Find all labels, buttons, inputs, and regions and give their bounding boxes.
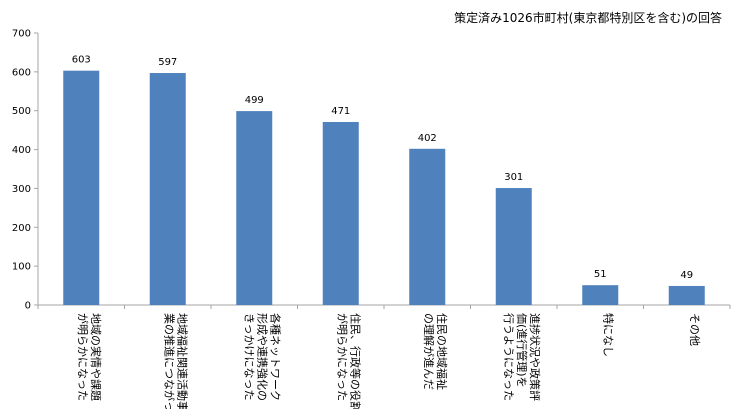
category-label: が明らかになった [335,313,349,401]
bar [149,73,186,305]
category-label: きっかけになった [242,313,255,401]
category-label: 特になし [601,313,615,357]
y-tick-label: 300 [12,184,31,195]
category-label: の理解が進んだ [422,313,436,390]
y-tick-label: 400 [12,145,31,156]
bar [322,121,359,306]
category-label: 進捗状況や政策評 [528,313,542,401]
data-label: 499 [245,95,264,106]
category-label: 各種ネットワーク [268,313,282,401]
y-tick-label: 200 [12,223,31,234]
bar [236,111,273,305]
category-label: が明らかになった [76,313,90,401]
data-label: 597 [158,57,177,68]
y-tick-label: 100 [12,262,31,273]
bar [668,285,705,305]
chart-title: 策定済み1026市町村(東京都特別区を含む)の回答 [454,10,722,25]
category-label: 行うようになった [502,313,515,401]
category-label: 業の推進につながった [162,313,176,409]
category-label: 価(進行管理)を [515,313,529,388]
category-label: その他 [688,313,701,346]
y-tick-label: 500 [12,106,31,117]
data-label: 402 [418,133,437,144]
y-tick-label: 0 [25,301,31,312]
data-label: 49 [680,270,693,281]
bar [409,148,446,305]
bar [582,285,619,305]
category-label: 住民、行政等の役割 [348,313,362,409]
bar [63,70,100,305]
data-label: 471 [331,106,350,117]
y-tick-label: 600 [12,67,31,78]
y-tick-label: 700 [12,29,31,40]
category-label: 地域福祉関連活動事 [175,313,189,409]
data-label: 301 [504,172,523,183]
data-label: 51 [594,269,607,280]
category-label: 地域の実情や課題 [89,313,103,401]
category-label: 住民の地域福祉 [435,313,449,390]
bar [495,188,532,305]
data-label: 603 [72,55,91,66]
category-label: 形成や連携強化の [255,313,269,401]
